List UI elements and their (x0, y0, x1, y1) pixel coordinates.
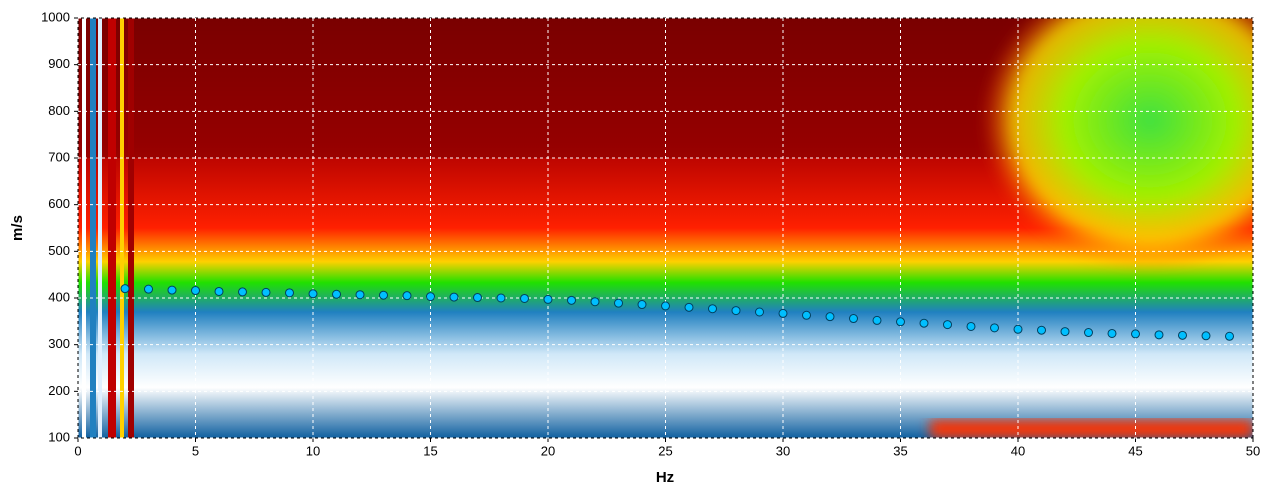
data-point (308, 289, 318, 299)
data-point (144, 284, 153, 294)
data-point (1013, 324, 1023, 334)
data-point (120, 284, 130, 294)
data-point (661, 301, 670, 311)
data-point (285, 288, 294, 298)
x-tick-label: 50 (1246, 443, 1260, 458)
x-tick-label: 45 (1128, 443, 1142, 458)
y-tick-label: 900 (48, 56, 70, 71)
x-tick-label: 25 (658, 443, 672, 458)
data-point (590, 297, 600, 307)
data-point (1107, 328, 1117, 338)
x-tick-label: 40 (1011, 443, 1025, 458)
data-point (637, 300, 647, 310)
y-tick-label: 200 (48, 383, 70, 398)
data-point (426, 292, 435, 302)
data-point (919, 318, 929, 328)
y-tick-label: 500 (48, 243, 70, 258)
data-point (261, 287, 271, 297)
data-point (1225, 331, 1234, 341)
y-tick-label: 100 (48, 429, 70, 444)
data-point (896, 317, 905, 327)
data-point (990, 323, 999, 333)
y-tick-label: 800 (48, 103, 70, 118)
data-point (1131, 329, 1140, 339)
data-point (755, 307, 764, 317)
data-point (614, 298, 623, 308)
y-tick-label: 1000 (41, 9, 70, 24)
x-tick-label: 30 (776, 443, 790, 458)
data-point (1084, 328, 1093, 338)
data-point (1060, 327, 1070, 337)
x-tick-label: 20 (541, 443, 555, 458)
data-point (167, 285, 177, 295)
data-point (332, 289, 341, 299)
data-point (1201, 331, 1211, 341)
data-point (191, 286, 200, 296)
x-axis-label: Hz (656, 469, 674, 486)
x-tick-label: 0 (74, 443, 81, 458)
x-tick-label: 35 (893, 443, 907, 458)
x-tick-label: 15 (423, 443, 437, 458)
data-point (543, 294, 553, 304)
y-tick-label: 300 (48, 336, 70, 351)
data-point (214, 286, 224, 296)
data-point (966, 321, 976, 331)
data-point (1154, 330, 1164, 340)
data-point (473, 293, 482, 303)
data-point (731, 306, 741, 316)
x-tick-label: 5 (192, 443, 199, 458)
data-point (708, 304, 717, 314)
data-point (872, 315, 882, 325)
data-point (567, 295, 576, 305)
data-point (238, 287, 247, 297)
y-tick-label: 400 (48, 289, 70, 304)
y-tick-label: 600 (48, 196, 70, 211)
data-point (1037, 325, 1046, 335)
data-point (684, 302, 694, 312)
data-point (355, 290, 365, 300)
data-point (496, 293, 506, 303)
x-tick-label: 10 (306, 443, 320, 458)
data-point (825, 312, 835, 322)
data-point (449, 292, 459, 302)
data-point (802, 310, 811, 320)
y-tick-label: 700 (48, 149, 70, 164)
heatmap (78, 18, 1253, 438)
data-point (943, 320, 952, 330)
data-point (849, 314, 858, 324)
data-point (402, 291, 412, 301)
y-axis-label: m/s (9, 215, 26, 241)
data-point (379, 290, 388, 300)
data-point (778, 308, 788, 318)
data-point (520, 293, 529, 303)
data-point (1178, 330, 1187, 340)
